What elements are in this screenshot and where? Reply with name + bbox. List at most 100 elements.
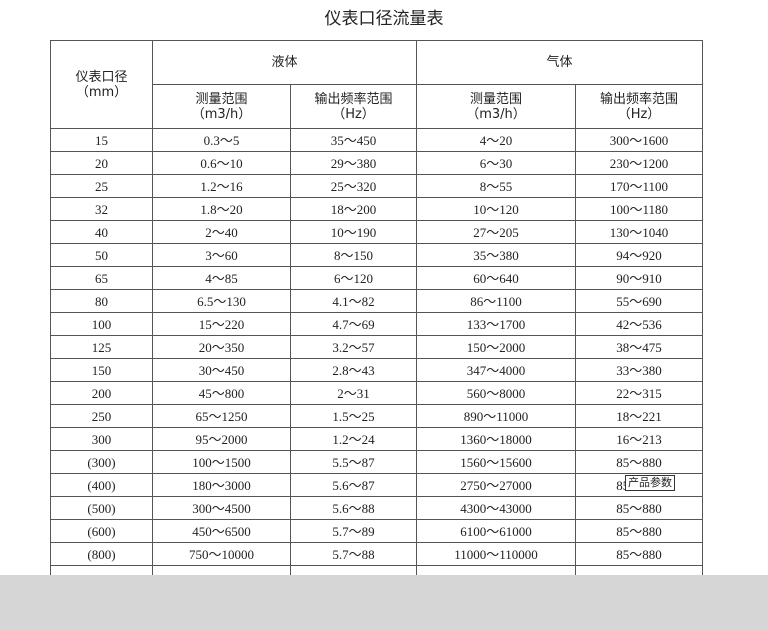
cell: 6100～61000	[416, 519, 576, 543]
cell: 38～475	[575, 335, 703, 359]
cell: 55～690	[575, 289, 703, 313]
cell: 42～536	[575, 312, 703, 336]
cell: 0.3～5	[152, 128, 291, 152]
cell: 85～880	[575, 450, 703, 474]
cell: 10～190	[290, 220, 417, 244]
group-text: 液体	[271, 55, 298, 70]
group-header: 液体	[152, 40, 417, 85]
cell: 2～40	[152, 220, 291, 244]
data-row: 50 3～60 8～150 35～380 94～920	[50, 243, 703, 267]
cell: 3～60	[152, 243, 291, 267]
data-row: 80 6.5～130 4.1～82 86～1100 55～690	[50, 289, 703, 313]
cell: 4.7～69	[290, 312, 417, 336]
cell: 86～1100	[416, 289, 576, 313]
data-row: 100 15～220 4.7～69 133～1700 42～536	[50, 312, 703, 336]
cell: 15	[50, 128, 153, 152]
cell: 40	[50, 220, 153, 244]
cell: 450～6500	[152, 519, 291, 543]
data-row: 25 1.2～16 25～320 8～55 170～1100	[50, 174, 703, 198]
data-row: 15 0.3～5 35～450 4～20 300～1600	[50, 128, 703, 152]
data-row: 150 30～450 2.8～43 347～4000 33～380	[50, 358, 703, 382]
cell: 200	[50, 381, 153, 405]
cell: 1.5～25	[290, 404, 417, 428]
cell: 94～920	[575, 243, 703, 267]
data-row: (600) 450～6500 5.7～89 6100～61000 85～880	[50, 519, 703, 543]
cell: 125	[50, 335, 153, 359]
cell: 5.7～88	[290, 542, 417, 566]
cell: (300)	[50, 450, 153, 474]
cell: 2750～27000	[416, 473, 576, 497]
cell: 5.5～87	[290, 450, 417, 474]
cell: 180～3000	[152, 473, 291, 497]
data-row: (500) 300～4500 5.6～88 4300～43000 85～880	[50, 496, 703, 520]
cell: 33～380	[575, 358, 703, 382]
cell: 347～4000	[416, 358, 576, 382]
subheader-text: 输出频率范围	[314, 91, 393, 107]
cell: 65～1250	[152, 404, 291, 428]
cell: 250	[50, 404, 153, 428]
cell: 890～11000	[416, 404, 576, 428]
cell: 300～4500	[152, 496, 291, 520]
cell: 60～640	[416, 266, 576, 290]
cell: 4.1～82	[290, 289, 417, 313]
cell: 0.6～10	[152, 151, 291, 175]
cell: 300	[50, 427, 153, 451]
header-row: 测量范围 （m3/h） 输出频率范围 （Hz） 测量范围 （m3/h） 输出频率范围 （Hz）	[51, 84, 703, 129]
group-header: 气体	[416, 40, 703, 85]
header-unit: （mm）	[75, 84, 128, 100]
cell: 100	[50, 312, 153, 336]
cell: 15～220	[152, 312, 291, 336]
cell: 20～350	[152, 335, 291, 359]
cell: 18～200	[290, 197, 417, 221]
subheader-text: 测量范围	[469, 91, 522, 107]
cell: 4300～43000	[416, 496, 576, 520]
data-row: (800) 750～10000 5.7～88 11000～110000 85～880	[50, 542, 703, 566]
cell: 32	[50, 197, 153, 221]
diameter-header: 仪表口径 （mm）	[50, 40, 153, 129]
cell: 133～1700	[416, 312, 576, 336]
cell: 100～1180	[575, 197, 703, 221]
cell: (800)	[50, 542, 153, 566]
cell: 80	[50, 289, 153, 313]
cell: (400)	[50, 473, 153, 497]
cell: 35～450	[290, 128, 417, 152]
cell: 750～10000	[152, 542, 291, 566]
cell: 1.8～20	[152, 197, 291, 221]
title: 仪表口径流量表	[324, 9, 444, 29]
cell: 30～450	[152, 358, 291, 382]
group-text: 气体	[546, 55, 573, 70]
cell: 27～205	[416, 220, 576, 244]
header-text: 仪表口径	[75, 69, 128, 85]
subheader: 测量范围 （m3/h）	[152, 84, 291, 129]
subheader-text: 测量范围	[195, 91, 248, 107]
cell: 170～1100	[575, 174, 703, 198]
cell: 1360～18000	[416, 427, 576, 451]
cell: 85～880	[575, 542, 703, 566]
cell: 35～380	[416, 243, 576, 267]
cell: 150	[50, 358, 153, 382]
data-row: 300 95～2000 1.2～24 1360～18000 16～213	[50, 427, 703, 451]
subheader-unit: （m3/h）	[191, 106, 252, 122]
cell: 95～2000	[152, 427, 291, 451]
subheader-unit: （Hz）	[332, 106, 375, 122]
data-row: 250 65～1250 1.5～25 890～11000 18～221	[50, 404, 703, 428]
tooltip: 产品参数	[625, 475, 675, 491]
data-row: 40 2～40 10～190 27～205 130～1040	[50, 220, 703, 244]
cell: 16～213	[575, 427, 703, 451]
cell: 11000～110000	[416, 542, 576, 566]
cell: 5.7～89	[290, 519, 417, 543]
cell: 8～55	[416, 174, 576, 198]
cell: 130～1040	[575, 220, 703, 244]
cell: 65	[50, 266, 153, 290]
header-row: 仪表口径 （mm） 液体 气体	[50, 40, 703, 129]
cell: 90～910	[575, 266, 703, 290]
cell: 18～221	[575, 404, 703, 428]
cell: 25	[50, 174, 153, 198]
data-row: 32 1.8～20 18～200 10～120 100～1180	[50, 197, 703, 221]
cell: 5.6～88	[290, 496, 417, 520]
cell: 100～1500	[152, 450, 291, 474]
cell: (600)	[50, 519, 153, 543]
cell: 8～150	[290, 243, 417, 267]
